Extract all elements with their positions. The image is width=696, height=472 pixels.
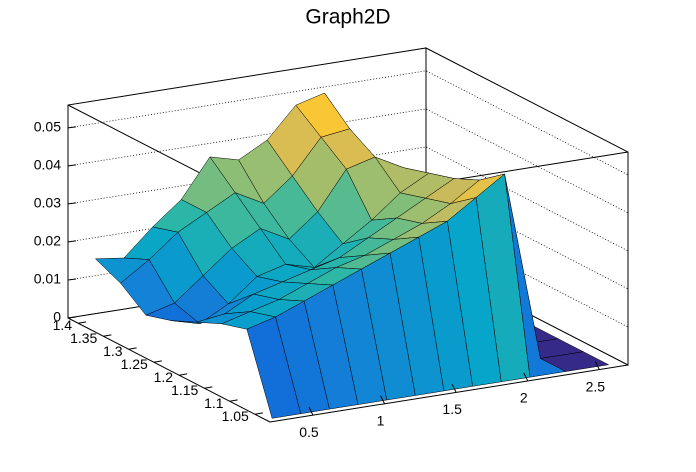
grid-line (67, 70, 629, 176)
z-tick-label: 0.01 (34, 271, 61, 287)
grid-line (67, 146, 629, 252)
x-axis (269, 364, 629, 423)
z-tick (67, 316, 77, 319)
y-tick-label: 1.1 (204, 395, 224, 411)
y-tick (229, 399, 238, 402)
z-tick (67, 126, 77, 129)
x-tick-label: 1 (377, 412, 385, 428)
x-tick-label: 1.5 (442, 401, 462, 417)
z-tick-label: 0.03 (34, 195, 61, 211)
x-tick-label: 2 (520, 390, 528, 406)
x-tick (594, 361, 600, 370)
z-tick (67, 278, 77, 281)
z-tick-label: 0.04 (34, 157, 61, 173)
surface-cell (246, 316, 302, 419)
y-tick-label: 1.05 (222, 408, 249, 424)
z-tick-label: 0 (53, 309, 61, 325)
y-tick-label: 1.25 (121, 356, 148, 372)
y-tick (128, 347, 137, 350)
z-tick (67, 202, 77, 205)
y-tick-label: 1.35 (70, 330, 97, 346)
y-tick (179, 373, 188, 376)
y-tick-label: 1.2 (154, 369, 174, 385)
x-tick-label: 0.5 (299, 424, 319, 440)
y-tick-label: 1.4 (53, 317, 73, 333)
x-tick (523, 372, 529, 382)
y-tick (153, 360, 162, 363)
z-tick (67, 240, 77, 243)
y-tick (78, 321, 87, 324)
y-tick-label: 1.15 (171, 382, 198, 398)
y-tick (103, 334, 112, 337)
y-tick (204, 386, 213, 389)
x-tick (451, 384, 457, 393)
x-tick (308, 406, 314, 416)
chart-title: Graph2D (305, 6, 390, 29)
z-tick (67, 164, 77, 167)
x-tick (380, 395, 386, 404)
z-tick-label: 0.05 (34, 119, 61, 135)
y-axis (67, 317, 271, 423)
y-tick-label: 1.3 (103, 343, 123, 359)
y-tick (254, 412, 263, 415)
grid-line (67, 108, 629, 214)
z-tick-label: 0.02 (34, 233, 61, 249)
x-tick-label: 2.5 (586, 378, 606, 394)
